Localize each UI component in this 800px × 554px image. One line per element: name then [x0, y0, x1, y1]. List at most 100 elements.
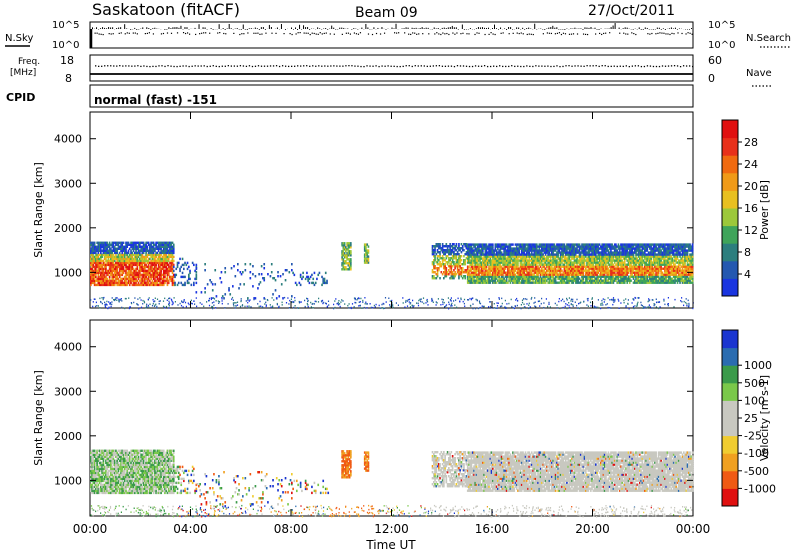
- heatmap-cell: [184, 261, 186, 265]
- heatmap-cell: [155, 259, 157, 263]
- heatmap-cell: [147, 253, 150, 257]
- heatmap-cell: [102, 281, 105, 285]
- heatmap-cell: [499, 249, 502, 252]
- heatmap-cell: [536, 259, 538, 262]
- heatmap-cell: [135, 273, 137, 277]
- heatmap-cell: [519, 277, 522, 280]
- heatmap-cell: [443, 267, 445, 270]
- heatmap-cell: [438, 267, 440, 270]
- freq-dot: [453, 65, 456, 68]
- heatmap-cell: [95, 251, 97, 255]
- heatmap-cell: [453, 243, 455, 246]
- heatmap-cell: [543, 271, 546, 274]
- heatmap-cell: [539, 265, 542, 268]
- heatmap-cell: [144, 261, 146, 265]
- heatmap-cell: [132, 269, 135, 273]
- heatmap-cell: [160, 243, 162, 246]
- heatmap-cell: [468, 273, 470, 276]
- heatmap-cell: [475, 271, 478, 274]
- heatmap-cell: [522, 275, 524, 278]
- heatmap-cell: [536, 267, 538, 270]
- heatmap-cell: [528, 281, 531, 284]
- heatmap-cell: [532, 261, 534, 264]
- heatmap-cell: [125, 243, 127, 246]
- nsearch-dot: [562, 32, 565, 34]
- heatmap-cell: [142, 247, 145, 250]
- heatmap-cell: [520, 259, 523, 262]
- heatmap-cell: [455, 255, 458, 258]
- heatmap-cell: [139, 257, 141, 261]
- nsearch-dot: [619, 32, 621, 34]
- heatmap-cell: [529, 279, 532, 282]
- heatmap-cell: [448, 261, 450, 264]
- freq-dot: [263, 65, 266, 67]
- heatmap-cell: [475, 261, 478, 264]
- heatmap-cell: [171, 275, 174, 279]
- heatmap-cell: [154, 275, 156, 279]
- nsearch-tick-top: 10^5: [708, 20, 735, 31]
- heatmap-cell: [470, 277, 473, 280]
- heatmap-cell: [490, 259, 493, 262]
- heatmap-cell: [439, 277, 441, 280]
- freq-dot: [348, 65, 350, 67]
- heatmap-cell: [527, 261, 529, 264]
- heatmap-cell: [146, 283, 149, 287]
- heatmap-cell: [156, 283, 159, 287]
- heatmap-cell: [439, 263, 441, 266]
- heatmap-cell: [559, 279, 562, 282]
- nsearch-dot: [412, 32, 414, 34]
- heatmap-cell: [541, 269, 543, 272]
- heatmap-cell: [167, 241, 170, 244]
- heatmap-cell: [103, 255, 106, 259]
- heatmap-cell: [142, 257, 145, 261]
- heatmap-cell: [534, 271, 537, 274]
- heatmap-cell: [541, 259, 543, 262]
- heatmap-cell: [487, 281, 489, 284]
- heatmap-cell: [450, 249, 453, 252]
- heatmap-cell: [527, 253, 529, 256]
- nsearch-dot: [422, 33, 424, 35]
- heatmap-cell: [91, 261, 93, 265]
- heatmap-cell: [548, 277, 551, 280]
- heatmap-cell: [533, 267, 536, 270]
- heatmap-cell: [117, 257, 120, 261]
- heatmap-cell: [155, 263, 157, 267]
- heatmap-cell: [122, 271, 125, 275]
- heatmap-cell: [480, 275, 483, 278]
- heatmap-cell: [505, 245, 508, 248]
- freq-dot: [417, 65, 419, 67]
- heatmap-cell: [159, 255, 161, 259]
- heatmap-cell: [97, 269, 100, 273]
- heatmap-cell: [144, 271, 146, 275]
- heatmap-cell: [111, 255, 114, 259]
- nsearch-dot: [627, 33, 629, 35]
- heatmap-cell: [474, 263, 477, 266]
- heatmap-cell: [527, 249, 529, 252]
- freq-dot: [571, 65, 573, 67]
- heatmap-cell: [542, 259, 544, 262]
- heatmap-cell: [559, 253, 562, 256]
- heatmap-cell: [537, 245, 539, 248]
- heatmap-cell: [469, 267, 472, 270]
- heatmap-cell: [493, 255, 495, 258]
- heatmap-cell: [144, 275, 146, 279]
- freq-dot: [197, 65, 199, 67]
- heatmap-cell: [223, 297, 225, 300]
- heatmap-cell: [141, 263, 144, 267]
- heatmap-cell: [307, 279, 309, 283]
- heatmap-cell: [91, 279, 93, 283]
- heatmap-cell: [92, 265, 95, 269]
- heatmap-cell: [445, 261, 448, 264]
- heatmap-cell: [493, 265, 495, 268]
- heatmap-cell: [260, 273, 263, 276]
- heatmap-cell: [484, 269, 487, 272]
- heatmap-cell: [348, 266, 351, 269]
- heatmap-cell: [141, 249, 144, 252]
- heatmap-cell: [167, 265, 170, 269]
- heatmap-cell: [258, 283, 260, 286]
- nsearch-dot: [261, 33, 263, 35]
- heatmap-cell: [445, 275, 448, 278]
- heatmap-cell: [471, 259, 474, 262]
- heatmap-cell: [90, 267, 92, 271]
- freq-dot: [444, 65, 447, 67]
